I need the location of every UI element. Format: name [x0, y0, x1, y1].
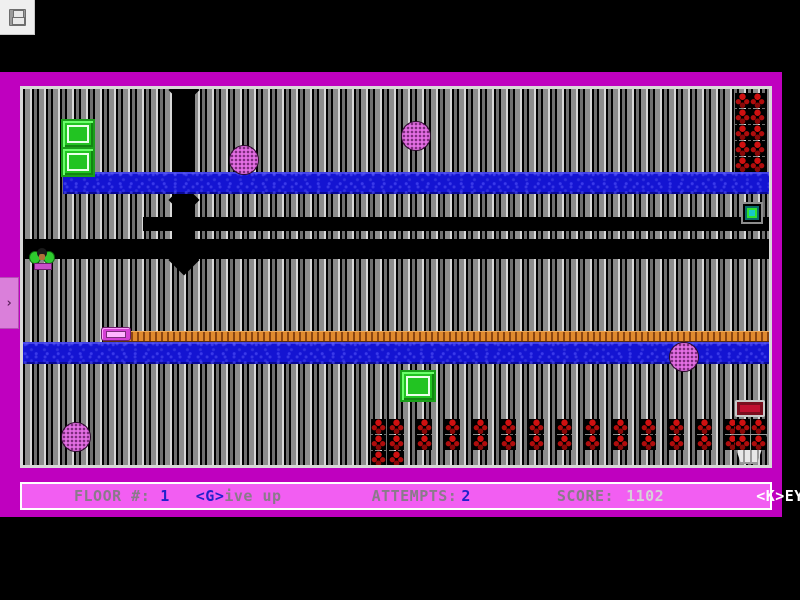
enemy-bug[interactable] [473, 419, 488, 434]
game-playfield-frame [20, 86, 772, 468]
floor-value: 1 [160, 487, 170, 505]
enemy-ball[interactable] [61, 422, 91, 452]
enemy-bug[interactable] [751, 435, 766, 450]
keys-button[interactable]: <K>EYS [756, 487, 800, 505]
mine-cart[interactable] [101, 327, 131, 341]
crate[interactable] [61, 147, 95, 177]
player-face [39, 254, 45, 260]
enemy-bug[interactable] [529, 435, 544, 450]
key-item-icon[interactable] [741, 202, 763, 224]
enemy-bug[interactable] [751, 419, 766, 434]
enemy-bug[interactable] [501, 435, 516, 450]
enemy-bug[interactable] [697, 435, 712, 450]
enemy-bug[interactable] [697, 419, 712, 434]
enemy-bug[interactable] [735, 93, 750, 108]
save-button[interactable] [0, 0, 35, 35]
shaft [173, 89, 195, 185]
player-head [37, 248, 47, 258]
give-up-label[interactable]: ive up [224, 487, 282, 505]
enemy-bug[interactable] [641, 435, 656, 450]
crate[interactable] [61, 119, 95, 149]
enemy-bug[interactable] [750, 157, 765, 172]
enemy-bug[interactable] [501, 419, 516, 434]
enemy-bug[interactable] [585, 435, 600, 450]
enemy-bug[interactable] [389, 435, 404, 450]
enemy-bug[interactable] [613, 435, 628, 450]
enemy-bug[interactable] [613, 419, 628, 434]
enemy-bug[interactable] [557, 419, 572, 434]
enemy-bug[interactable] [750, 93, 765, 108]
enemy-ball[interactable] [401, 121, 431, 151]
score-value: 1102 [626, 487, 665, 505]
attempts-value: 2 [461, 487, 471, 505]
enemy-ball[interactable] [669, 342, 699, 372]
enemy-bug[interactable] [585, 419, 600, 434]
game-playfield[interactable] [23, 89, 769, 465]
enemy-bug[interactable] [371, 419, 386, 434]
chevron-right-icon: › [5, 295, 13, 311]
enemy-bug[interactable] [735, 419, 750, 434]
water-bar [63, 172, 769, 194]
enemy-bug[interactable] [445, 419, 460, 434]
floppy-disk-icon [8, 8, 26, 26]
seam-row [23, 239, 769, 259]
attempts-label: ATTEMPTS: [371, 487, 458, 505]
floor-label: FLOOR #: [74, 487, 151, 505]
enemy-bug[interactable] [371, 467, 386, 468]
enemy-bug[interactable] [750, 141, 765, 156]
player-base [34, 263, 52, 270]
enemy-bug[interactable] [669, 419, 684, 434]
enemy-bug[interactable] [735, 157, 750, 172]
enemy-bug[interactable] [750, 109, 765, 124]
enemy-bug[interactable] [389, 419, 404, 434]
red-powerup-item[interactable] [735, 400, 765, 417]
enemy-bug[interactable] [371, 451, 386, 465]
enemy-bug[interactable] [641, 419, 656, 434]
status-bar: FLOOR #: 1 <G> ive up ATTEMPTS: 2 SCORE:… [20, 482, 800, 510]
enemy-bug[interactable] [735, 125, 750, 140]
enemy-bug[interactable] [417, 419, 432, 434]
enemy-bug[interactable] [750, 125, 765, 140]
enemy-bug[interactable] [735, 109, 750, 124]
enemy-bug[interactable] [445, 435, 460, 450]
crate[interactable] [400, 370, 436, 402]
player-character[interactable] [29, 246, 55, 270]
enemy-bug[interactable] [529, 419, 544, 434]
enemy-bug[interactable] [417, 435, 432, 450]
enemy-ball[interactable] [229, 145, 259, 175]
enemy-bug[interactable] [735, 141, 750, 156]
rope-rail [103, 331, 769, 342]
enemy-bug[interactable] [371, 435, 386, 450]
give-up-key[interactable]: <G> [195, 487, 225, 505]
seam-row [143, 217, 769, 231]
enemy-bug[interactable] [389, 451, 404, 465]
water-bar [23, 342, 769, 364]
enemy-bug[interactable] [473, 435, 488, 450]
sidebar-expand-tab[interactable]: › [0, 277, 19, 329]
game-chrome-right-cap [782, 72, 800, 517]
enemy-bug[interactable] [669, 435, 684, 450]
score-label: SCORE: [556, 487, 615, 505]
enemy-bug[interactable] [557, 435, 572, 450]
enemy-bug[interactable] [735, 435, 750, 450]
